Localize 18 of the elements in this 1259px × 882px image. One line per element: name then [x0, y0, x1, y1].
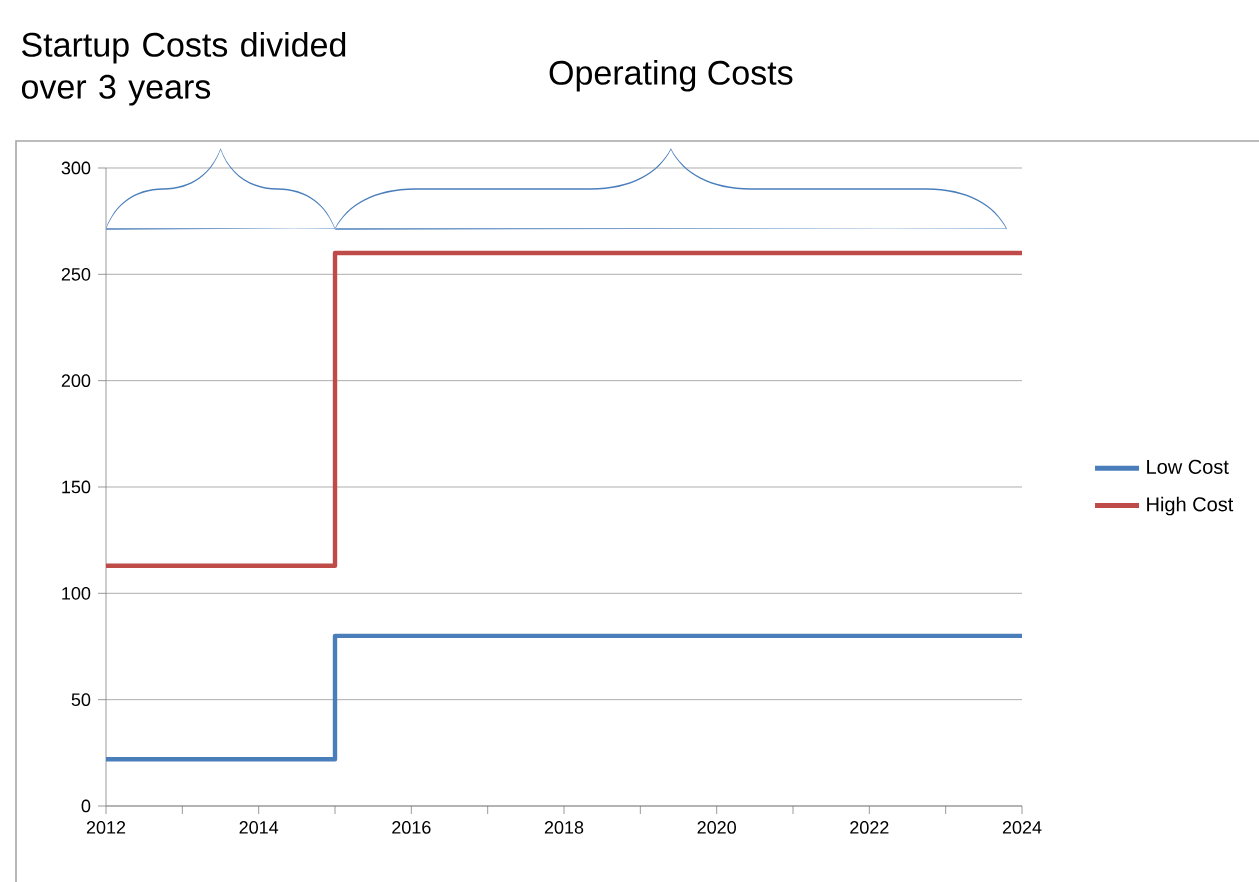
- x-tick-label: 2018: [544, 821, 584, 834]
- y-tick-label: 150: [62, 480, 91, 494]
- x-tick-label: 2012: [86, 821, 126, 834]
- x-tick-label: 2022: [850, 821, 889, 834]
- y-tick-label: 300: [61, 161, 91, 175]
- x-tick-label: 2014: [239, 821, 279, 834]
- text: Startup Costs divided over 3 years: [21, 31, 346, 106]
- y-tick-label: 100: [62, 586, 91, 600]
- text: Operating Costs: [549, 59, 793, 92]
- x-tick-label: 2016: [392, 821, 431, 834]
- y-tick-label: 50: [71, 693, 91, 707]
- legend-label: Low Cost: [1147, 459, 1229, 474]
- x-tick-label: 2024: [1002, 821, 1042, 834]
- y-tick-label: 250: [61, 267, 91, 281]
- x-tick-label: 2020: [697, 821, 736, 834]
- y-tick-label: 0: [81, 799, 91, 813]
- y-tick-label: 200: [61, 374, 91, 388]
- legend-label: High Cost: [1147, 496, 1234, 516]
